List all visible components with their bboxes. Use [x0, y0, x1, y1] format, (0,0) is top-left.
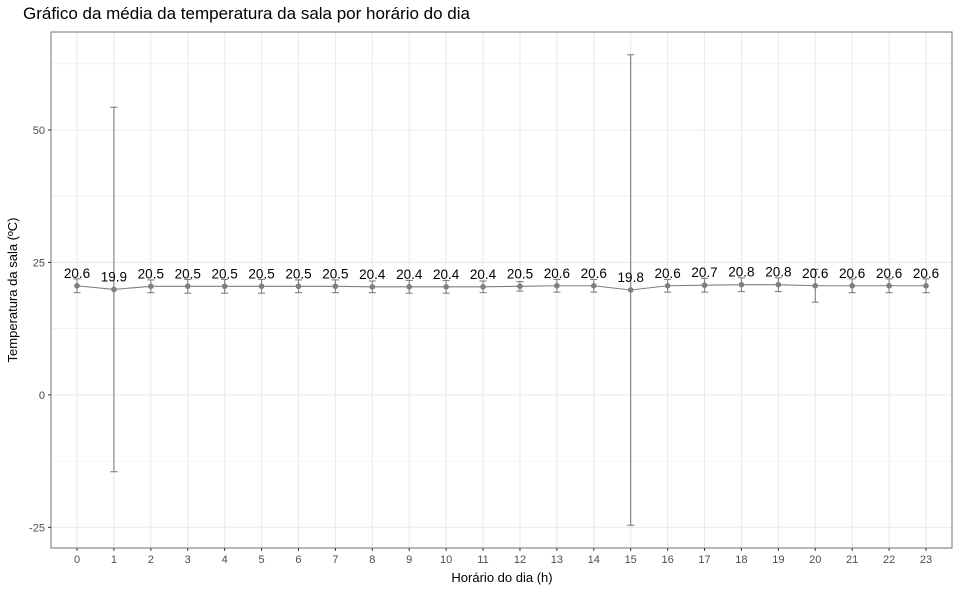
data-point	[111, 286, 117, 293]
data-point	[184, 283, 191, 290]
data-label: 20.7	[691, 265, 717, 280]
data-label: 20.6	[876, 266, 902, 281]
x-tick-label: 20	[809, 554, 821, 566]
x-tick-label: 19	[772, 554, 784, 566]
x-tick-label: 17	[698, 554, 710, 566]
data-label: 20.6	[802, 266, 828, 281]
data-label: 19.9	[101, 269, 127, 284]
y-tick-label: 25	[33, 257, 45, 269]
data-point	[443, 284, 449, 290]
grid-lines	[51, 32, 952, 548]
data-label: 20.6	[64, 266, 90, 281]
x-tick-label: 15	[625, 554, 637, 566]
data-point	[590, 282, 597, 289]
x-tick-label: 10	[440, 554, 452, 566]
data-label: 20.5	[248, 266, 274, 281]
data-point	[221, 283, 228, 290]
data-point	[775, 281, 782, 288]
data-label: 20.5	[322, 266, 348, 281]
x-tick-label: 4	[222, 554, 228, 566]
data-point	[517, 283, 523, 290]
y-axis-title: Temperatura da sala (ºC)	[5, 218, 20, 363]
data-label: 20.8	[728, 265, 754, 280]
x-tick-label: 16	[661, 554, 673, 566]
data-point	[332, 283, 339, 290]
x-tick-label: 9	[406, 554, 412, 566]
x-tick-label: 13	[551, 554, 563, 566]
data-label: 20.4	[359, 267, 386, 282]
data-label: 20.6	[544, 266, 570, 281]
x-tick-label: 18	[735, 554, 747, 566]
data-label: 20.6	[839, 266, 865, 281]
data-label: 20.5	[138, 266, 164, 281]
data-point	[480, 284, 486, 290]
data-label: 20.5	[507, 266, 533, 281]
data-point	[701, 282, 708, 289]
chart-title: Gráfico da média da temperatura da sala …	[23, 4, 470, 23]
data-point	[295, 283, 302, 290]
data-label: 20.8	[765, 265, 791, 280]
x-tick-label: 7	[332, 554, 338, 566]
data-label: 20.5	[175, 266, 201, 281]
data-label: 20.4	[470, 267, 497, 282]
data-label: 19.8	[618, 270, 644, 285]
data-point	[148, 283, 154, 290]
data-label: 20.5	[285, 266, 311, 281]
data-label: 20.4	[433, 267, 460, 282]
x-tick-label: 14	[588, 554, 600, 566]
data-label: 20.6	[654, 266, 680, 281]
data-point	[923, 282, 929, 289]
data-labels: 20.6 19.9 20.5 20.5 20.5 20.5 20.5 20.5 20.4 20.4…	[64, 265, 939, 285]
data-point	[258, 283, 265, 290]
data-point	[738, 281, 745, 288]
x-tick-label: 22	[883, 554, 895, 566]
x-tick-label: 8	[369, 554, 375, 566]
data-point	[812, 282, 819, 289]
series-layer	[73, 54, 930, 526]
data-label: 20.5	[212, 266, 238, 281]
plot-border	[50, 31, 953, 549]
x-tick-label: 11	[477, 554, 488, 566]
data-point	[406, 284, 413, 290]
x-tick-label: 5	[259, 554, 265, 566]
x-tick-label: 2	[148, 554, 154, 566]
y-tick-label: -25	[29, 522, 45, 534]
data-point	[849, 282, 855, 289]
data-point	[369, 284, 376, 290]
series-line	[76, 284, 926, 291]
data-point	[627, 287, 634, 293]
data-point	[554, 282, 560, 289]
x-tick-label: 3	[185, 554, 191, 566]
plot-panel	[51, 32, 952, 548]
data-label: 20.6	[913, 266, 939, 281]
data-label: 20.6	[581, 266, 607, 281]
data-point	[886, 282, 892, 289]
data-point	[664, 282, 671, 289]
x-tick-label: 6	[295, 554, 301, 566]
data-label: 20.4	[396, 267, 423, 282]
y-tick-label: 50	[33, 125, 45, 137]
data-point	[74, 282, 80, 289]
x-tick-label: 1	[111, 554, 117, 566]
x-axis-title: Horário do dia (h)	[451, 570, 552, 585]
x-tick-label: 21	[846, 554, 858, 566]
x-tick-label: 23	[920, 554, 932, 566]
x-tick-label: 0	[74, 554, 80, 566]
x-tick-label: 12	[514, 554, 526, 566]
y-tick-label: 0	[39, 390, 45, 402]
